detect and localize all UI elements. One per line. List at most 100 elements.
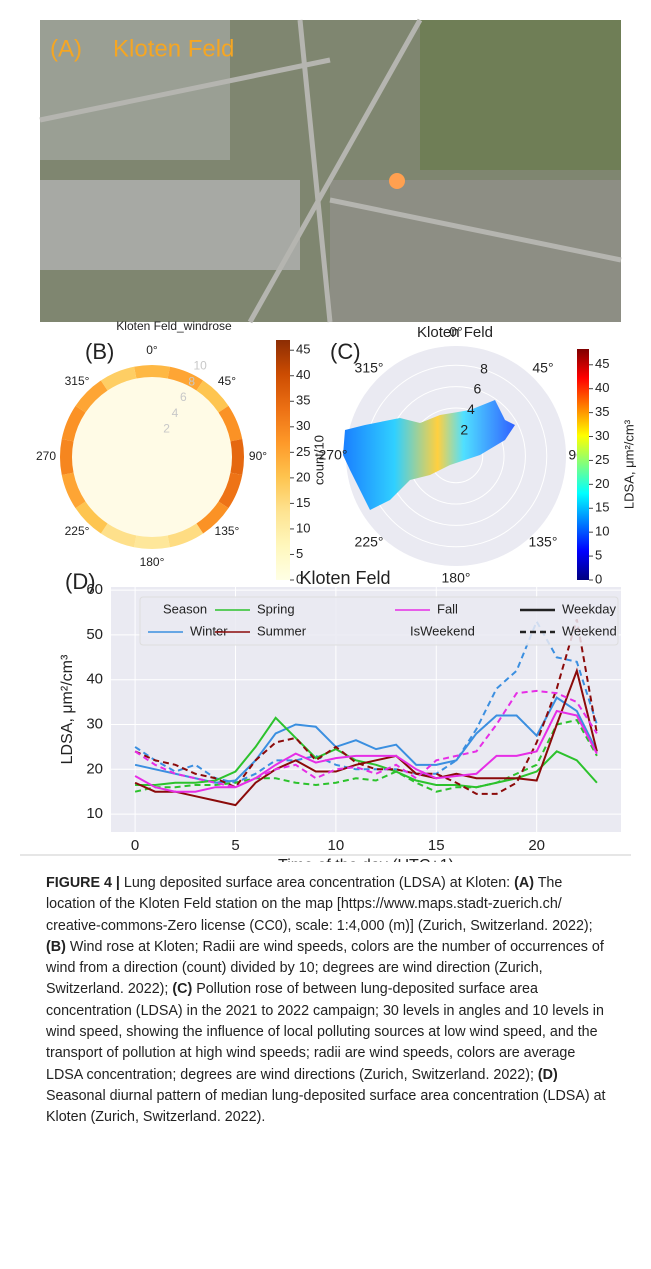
angle-label: 90° xyxy=(249,449,267,463)
colorbar xyxy=(276,340,290,580)
pollution-blob xyxy=(343,400,515,510)
radial-tick-label: 4 xyxy=(172,406,179,420)
x-tick-label: 5 xyxy=(231,837,239,854)
colorbar-tick-label: 5 xyxy=(296,546,303,561)
angle-label: 180° xyxy=(442,570,471,586)
caption-text: Seasonal diurnal pattern of median lung-… xyxy=(46,1087,606,1126)
ring-sector xyxy=(100,366,137,391)
y-tick-label: 40 xyxy=(86,671,103,688)
angle-label: 180° xyxy=(140,555,165,569)
ring-sector xyxy=(134,365,170,379)
legend-box xyxy=(139,596,619,646)
colorbar-tick-label: 40 xyxy=(595,380,609,395)
series-line xyxy=(134,667,598,807)
y-tick-label: 20 xyxy=(86,760,103,777)
radial-tick-label: 10 xyxy=(193,359,207,373)
line-panel: Kloten Feld (D) 10 20 30 40 50 60 0 5 10 15 20 Time o… xyxy=(59,568,621,874)
colorbar-tick-label: 0 xyxy=(296,571,303,586)
chart-title: Kloten Feld_windrose xyxy=(116,319,232,333)
caption-bold: FIGURE 4 | xyxy=(46,875,120,891)
series-line xyxy=(134,618,598,795)
colorbar-tick-label: 10 xyxy=(595,524,609,539)
angle-label: 315° xyxy=(65,374,90,388)
map-panel-label: (A) xyxy=(50,35,82,62)
radial-tick-label: 8 xyxy=(188,374,195,388)
ring-sector xyxy=(61,405,86,442)
caption-bold: (D) xyxy=(537,1066,558,1083)
series-line xyxy=(134,689,598,789)
map-panel: (A) Kloten Feld xyxy=(39,18,622,324)
legend-label: Weekend xyxy=(562,623,617,638)
y-axis-label: LDSA, μm²/cm³ xyxy=(59,654,76,764)
caption: FIGURE 4 | Lung deposited surface area c… xyxy=(46,873,612,1129)
x-tick-label: 20 xyxy=(528,837,545,854)
legend-label: Summer xyxy=(257,623,307,638)
colorbar-tick-label: 15 xyxy=(296,495,310,510)
colorbar-tick-label: 20 xyxy=(296,469,310,484)
legend-label: Fall xyxy=(437,601,458,616)
y-tick-label: 30 xyxy=(86,715,103,732)
panel-label: (B) xyxy=(85,339,114,364)
legend-title: Season xyxy=(163,601,207,616)
radial-tick-label: 6 xyxy=(474,381,482,397)
ring-sector xyxy=(167,523,204,548)
angle-label: 225° xyxy=(355,534,384,550)
figure: (A) Kloten Feld Kloten Feld_windrose(B) 2… xyxy=(20,18,636,874)
colorbar-tick-label: 5 xyxy=(595,548,602,563)
ring-sector xyxy=(167,366,204,391)
chart-title: Kloten Feld xyxy=(417,324,493,341)
colorbar xyxy=(577,349,589,580)
ring-sector xyxy=(100,523,137,548)
colorbar-tick-label: 30 xyxy=(296,418,310,433)
colorbar-tick-label: 45 xyxy=(296,342,310,357)
station-marker xyxy=(389,173,405,189)
angle-label: 135° xyxy=(528,534,557,550)
angle-label: 45° xyxy=(532,360,553,376)
angle-label: 270 xyxy=(36,449,56,463)
radial-tick-label: 4 xyxy=(467,401,475,417)
x-tick-label: 10 xyxy=(328,837,345,854)
angle-label: 0° xyxy=(146,343,158,357)
map-title: Kloten Feld xyxy=(113,35,234,62)
ring-sector xyxy=(230,439,244,475)
ring-sector xyxy=(75,501,108,534)
colorbar-tick-label: 20 xyxy=(595,476,609,491)
map-terminal xyxy=(40,180,300,270)
series-line xyxy=(134,709,598,793)
map-roads xyxy=(39,18,622,324)
series-line xyxy=(134,718,598,793)
chart-title: Kloten Feld xyxy=(299,568,390,588)
radial-tick-label: 2 xyxy=(163,422,170,436)
radial-tick-label: 8 xyxy=(480,360,488,376)
colorbar-tick-label: 40 xyxy=(296,367,310,382)
colorbar-tick-label: 30 xyxy=(595,428,609,443)
y-tick-label: 60 xyxy=(86,581,103,598)
x-tick-label: 15 xyxy=(428,837,445,854)
legend-label: Winter xyxy=(190,623,228,638)
colorbar-tick-label: 15 xyxy=(595,500,609,515)
ring-sector xyxy=(134,535,170,549)
legend-label: Weekday xyxy=(562,601,616,616)
x-tick-label: 0 xyxy=(131,837,139,854)
angle-label: 135° xyxy=(215,524,240,538)
polar-background xyxy=(60,365,244,549)
caption-text: The location of the Kloten Feld station … xyxy=(46,875,593,934)
legend-label: Spring xyxy=(257,601,295,616)
ring-sector xyxy=(196,501,229,534)
caption-bold: (B) xyxy=(46,938,66,955)
angle-label: 315° xyxy=(355,360,384,376)
angle-label: 0° xyxy=(449,324,462,340)
colorbar-tick-label: 25 xyxy=(595,452,609,467)
colorbar-label: LDSA, μm²/cm³ xyxy=(621,419,636,509)
series-line xyxy=(134,619,598,784)
ring-sector xyxy=(75,380,108,413)
map-airfield xyxy=(40,20,230,160)
ring-sector xyxy=(196,380,229,413)
caption-bold: (A) xyxy=(514,875,534,891)
radial-tick-label: 6 xyxy=(180,390,187,404)
ring-sector xyxy=(61,472,86,509)
colorbar-tick-label: 10 xyxy=(296,520,310,535)
ring-sector xyxy=(60,439,74,475)
radial-tick-label: 2 xyxy=(460,421,468,437)
